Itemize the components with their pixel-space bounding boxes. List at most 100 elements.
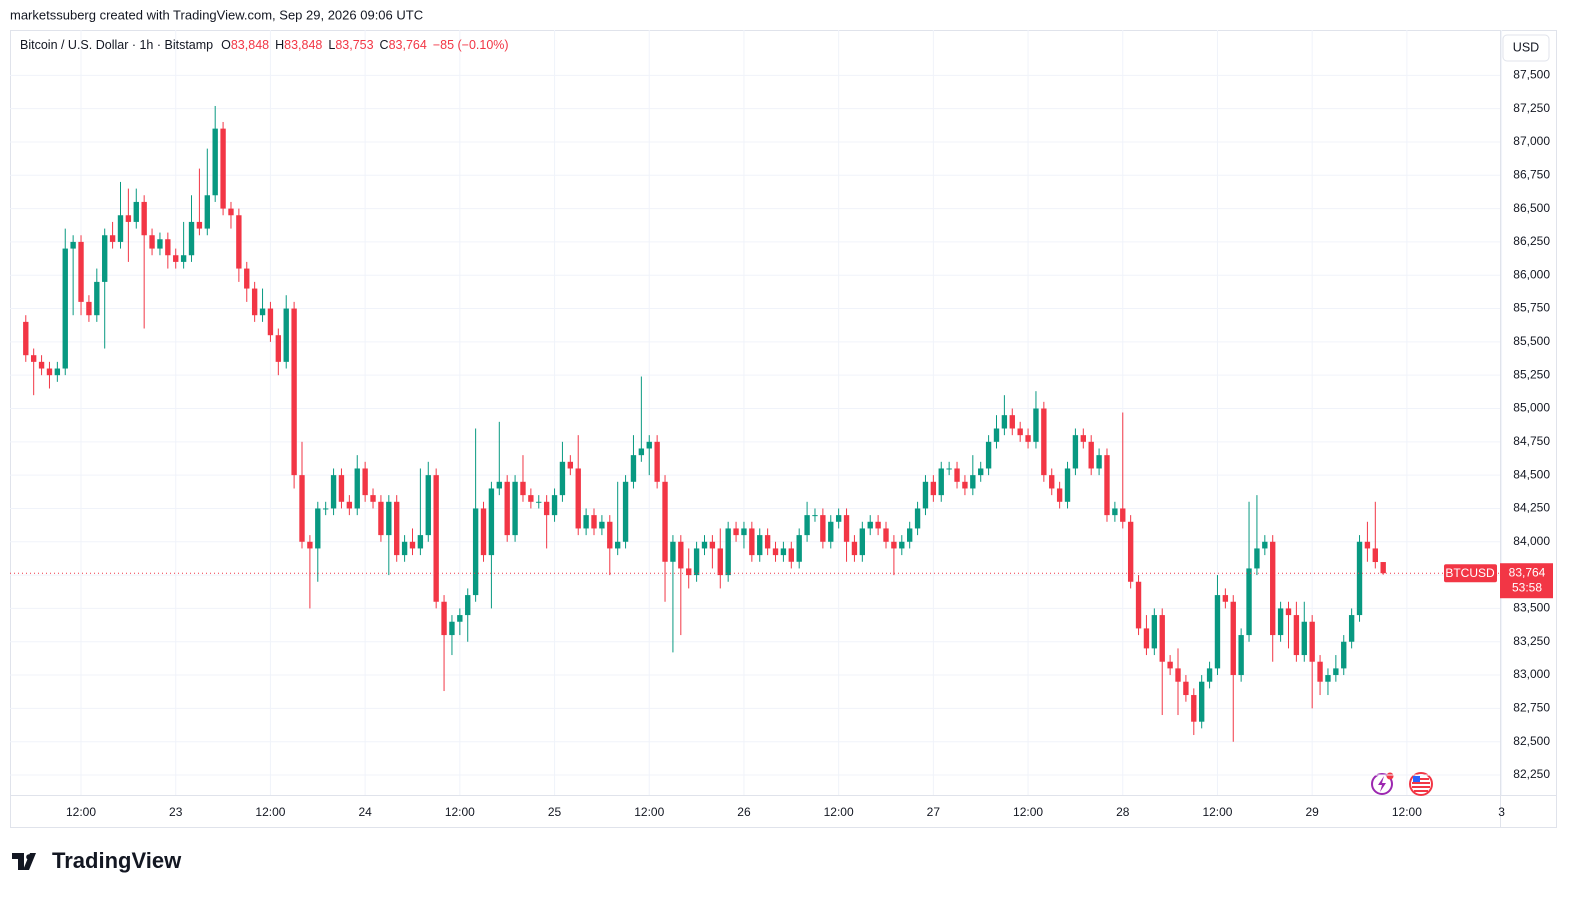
candle-body	[401, 541, 408, 556]
candle-body	[686, 568, 692, 576]
candle-body	[1214, 595, 1221, 669]
y-tick-label: 84,000	[1513, 534, 1550, 548]
candle-body	[38, 361, 45, 369]
candle-body	[1199, 681, 1205, 722]
candle-body	[259, 308, 266, 316]
candle-body	[993, 428, 1000, 442]
candle-body	[733, 528, 739, 536]
candle-body	[1025, 435, 1031, 442]
candle-body	[330, 475, 337, 509]
x-tick-label: 29	[1305, 805, 1319, 819]
candle-body	[1364, 541, 1371, 549]
currency-label[interactable]: USD	[1513, 40, 1539, 54]
candle-body	[149, 235, 155, 249]
candle-body	[875, 521, 881, 529]
candle-body	[788, 548, 794, 562]
legend-value: 83,848	[231, 38, 269, 52]
candle-body	[867, 521, 873, 529]
candle-body	[228, 208, 234, 216]
candle-body	[599, 521, 605, 529]
candle-body	[441, 601, 447, 636]
candle-body	[1309, 621, 1315, 662]
x-tick-label: 27	[927, 805, 941, 819]
candle-body	[709, 541, 716, 549]
candle-body	[1317, 661, 1323, 682]
x-tick-label: 3	[1498, 805, 1505, 819]
candle-body	[244, 268, 250, 289]
candle-body	[1135, 581, 1142, 629]
candle-body	[1112, 508, 1118, 516]
icon-alert[interactable]	[1371, 773, 1393, 795]
candle-body	[914, 508, 921, 529]
y-tick-label: 87,250	[1513, 101, 1550, 115]
candle-body	[812, 515, 818, 517]
candle-body	[551, 495, 558, 516]
candle-body	[354, 468, 360, 509]
candle-body	[125, 215, 132, 222]
candle-body	[196, 221, 203, 229]
candle-body	[843, 515, 850, 542]
x-tick-label: 24	[358, 805, 372, 819]
y-tick-label: 85,750	[1513, 301, 1550, 315]
candle-body	[251, 288, 258, 316]
x-tick-label: 12:00	[1013, 805, 1043, 819]
candle-body	[946, 468, 952, 470]
candle-body	[1041, 408, 1047, 476]
y-tick-label: 83,500	[1513, 601, 1550, 615]
legend-change: −85 (−0.10%)	[433, 38, 509, 52]
currency-button[interactable]	[1502, 34, 1550, 62]
candle-body	[70, 241, 76, 249]
candle-body	[614, 541, 621, 549]
candle-body	[165, 239, 171, 256]
y-tick-label: 86,750	[1513, 167, 1550, 181]
candle-body	[409, 541, 416, 549]
candle-body	[307, 541, 313, 549]
candle-body	[757, 535, 763, 556]
candle-body	[109, 235, 116, 242]
candle-body	[236, 215, 242, 269]
candle-body	[859, 528, 866, 556]
y-tick-label: 85,250	[1513, 367, 1550, 381]
candle-body	[543, 501, 550, 516]
candle-body	[607, 521, 613, 549]
candle-body	[851, 541, 858, 556]
candle-body	[985, 441, 992, 469]
y-tick-label: 85,000	[1513, 401, 1550, 415]
candle-body	[693, 548, 700, 576]
candle-body	[378, 501, 384, 536]
x-tick-label: 12:00	[445, 805, 475, 819]
candle-body	[86, 301, 92, 316]
brand: TradingView	[12, 848, 182, 873]
x-tick-label: 12:00	[1392, 805, 1422, 819]
y-tick-label: 86,500	[1513, 201, 1550, 215]
legend-key: C	[380, 38, 389, 52]
candle-body	[488, 488, 495, 556]
candle-body	[670, 541, 676, 562]
attribution: marketssuberg created with TradingView.c…	[10, 7, 423, 22]
y-tick-label: 82,500	[1513, 734, 1550, 748]
candle-body	[1372, 548, 1378, 563]
candle-body	[1175, 668, 1181, 682]
candle-body	[1183, 681, 1189, 696]
candle-body	[954, 468, 960, 482]
candle-body	[701, 541, 708, 549]
y-tick-label: 86,000	[1513, 267, 1550, 281]
candle-body	[496, 481, 502, 489]
candle-body	[480, 508, 487, 556]
candle-body	[978, 468, 984, 476]
candle-body	[1191, 695, 1197, 722]
candle-body	[1254, 548, 1260, 569]
candle-body	[622, 481, 629, 542]
candle-body	[315, 508, 321, 549]
candle-body	[1080, 435, 1086, 442]
candle-body	[1230, 601, 1236, 676]
candle-body	[1348, 615, 1355, 642]
legend-key: H	[275, 38, 284, 52]
candle-body	[575, 468, 581, 529]
candle-body	[299, 475, 305, 542]
candle-body	[1104, 455, 1110, 516]
candle-body	[1301, 621, 1307, 656]
candle-body	[1222, 595, 1229, 602]
candle-body	[559, 461, 566, 496]
candle-body	[220, 128, 226, 209]
